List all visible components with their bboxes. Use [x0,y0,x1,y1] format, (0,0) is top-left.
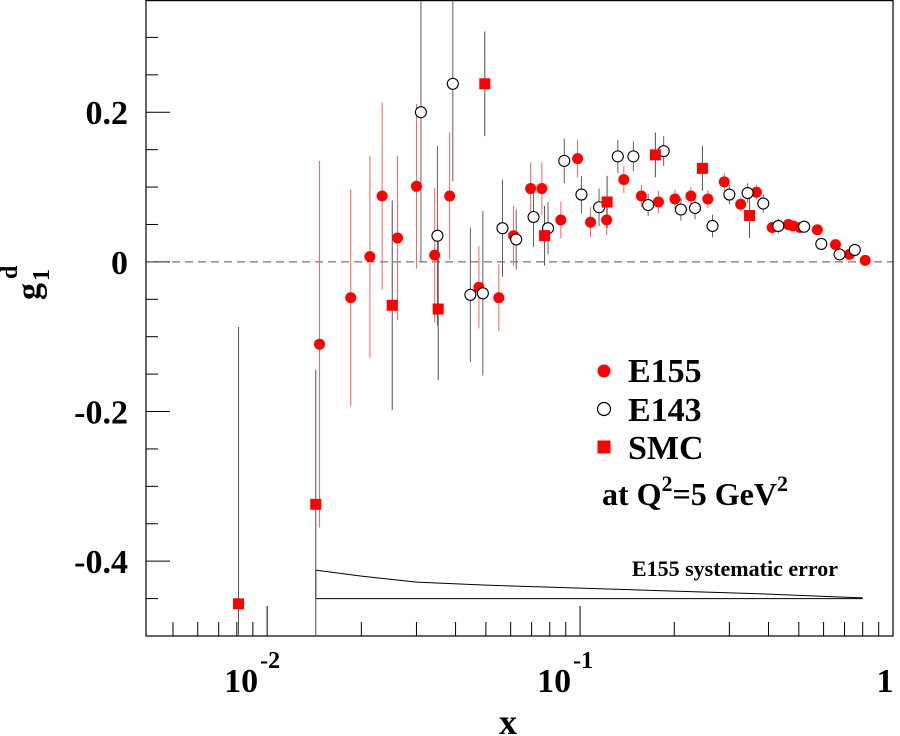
data-point [601,196,613,208]
data-point [572,153,584,165]
legend-note-superscript: 2 [662,471,673,496]
legend-note: at Q2=5 GeV2 [602,471,788,512]
x-tick-base: 10 [224,663,258,700]
legend-marker-smc [597,440,611,454]
x-tick-label: 10 -1 [537,648,593,700]
data-point [798,220,811,233]
y-tick-label: -0.4 [74,544,128,581]
data-point [723,188,736,201]
data-point [446,77,459,90]
y-tick-label: 0.2 [86,95,129,132]
data-point [815,237,828,250]
data-point [410,180,422,192]
plot-frame [145,0,894,637]
data-point [811,224,823,236]
data-point [649,149,661,161]
data-point [735,198,747,210]
legend-label-e143: E143 [628,392,702,429]
data-point [833,248,846,261]
data-point [829,239,841,251]
data-point [345,292,357,304]
y-axis-title-subscript: 1 [29,269,55,281]
data-point [685,190,697,202]
data-point [310,498,322,510]
data-point [432,303,444,315]
data-point [635,190,647,202]
data-point [429,249,441,261]
legend-note-superscript: 2 [777,471,788,496]
x-tick-label: 10 -2 [224,648,280,700]
data-point [464,288,477,301]
data-point [611,150,624,163]
data-point [696,162,708,174]
data-point [392,232,404,244]
data-point [314,338,326,350]
data-point [555,214,567,226]
data-point [601,214,613,226]
y-axis-title-superscript: d [0,265,23,279]
data-point [536,183,548,195]
data-point [479,78,491,90]
data-point [642,198,655,212]
data-point [669,193,681,205]
legend-note-middle: =5 GeV [673,476,777,512]
data-point [859,254,871,266]
data-point [750,186,762,198]
x-tick-base: 10 [537,663,571,700]
data-point [652,196,664,208]
data-point [772,219,785,233]
x-axis-title: x [499,702,517,736]
y-tick-label: 0 [111,245,128,282]
y-axis-title-main: g [11,283,48,300]
data-points [233,1,871,635]
x-tick-exponent: -1 [573,648,593,674]
series-e143-markers [414,77,861,301]
y-axis-title: g 1 d [0,265,55,300]
data-point [493,292,505,304]
data-point [688,201,702,215]
data-point [558,154,571,167]
data-point [744,209,756,221]
data-point [627,150,640,163]
series-e155-markers [314,153,871,350]
data-point [525,183,537,195]
systematic-error-label: E155 systematic error [632,556,838,581]
x-tick-exponent: -2 [260,648,280,674]
data-point [386,299,398,311]
data-point [674,203,687,216]
legend-marker-e155 [597,364,611,378]
data-point [364,251,376,263]
data-point [527,210,540,224]
data-point [585,216,597,228]
data-point [539,230,551,242]
data-point [476,287,489,300]
data-point [757,197,770,210]
data-point [496,222,509,235]
y-tick-label: -0.2 [74,395,128,432]
legend-label-e155: E155 [628,353,702,390]
data-point [444,190,456,202]
data-point [414,106,427,119]
data-point [706,219,719,233]
data-point [618,174,630,186]
data-point [848,243,861,256]
legend-note-prefix: at Q [602,476,662,512]
data-point [718,176,730,188]
data-point [510,233,523,246]
data-point [575,188,588,201]
systematic-band-upper [315,569,863,599]
legend-label-smc: SMC [628,430,704,467]
data-point [376,190,388,202]
x-tick-label: 1 [877,663,894,700]
data-point [702,193,714,205]
legend: E155 E143 SMC at Q2=5 GeV2 [596,353,788,512]
x-tick-base: 1 [877,663,894,700]
data-point [431,229,444,242]
series-smc-markers [233,78,756,610]
legend-marker-e143 [596,401,612,417]
data-point [233,598,245,610]
data-point [741,186,754,200]
